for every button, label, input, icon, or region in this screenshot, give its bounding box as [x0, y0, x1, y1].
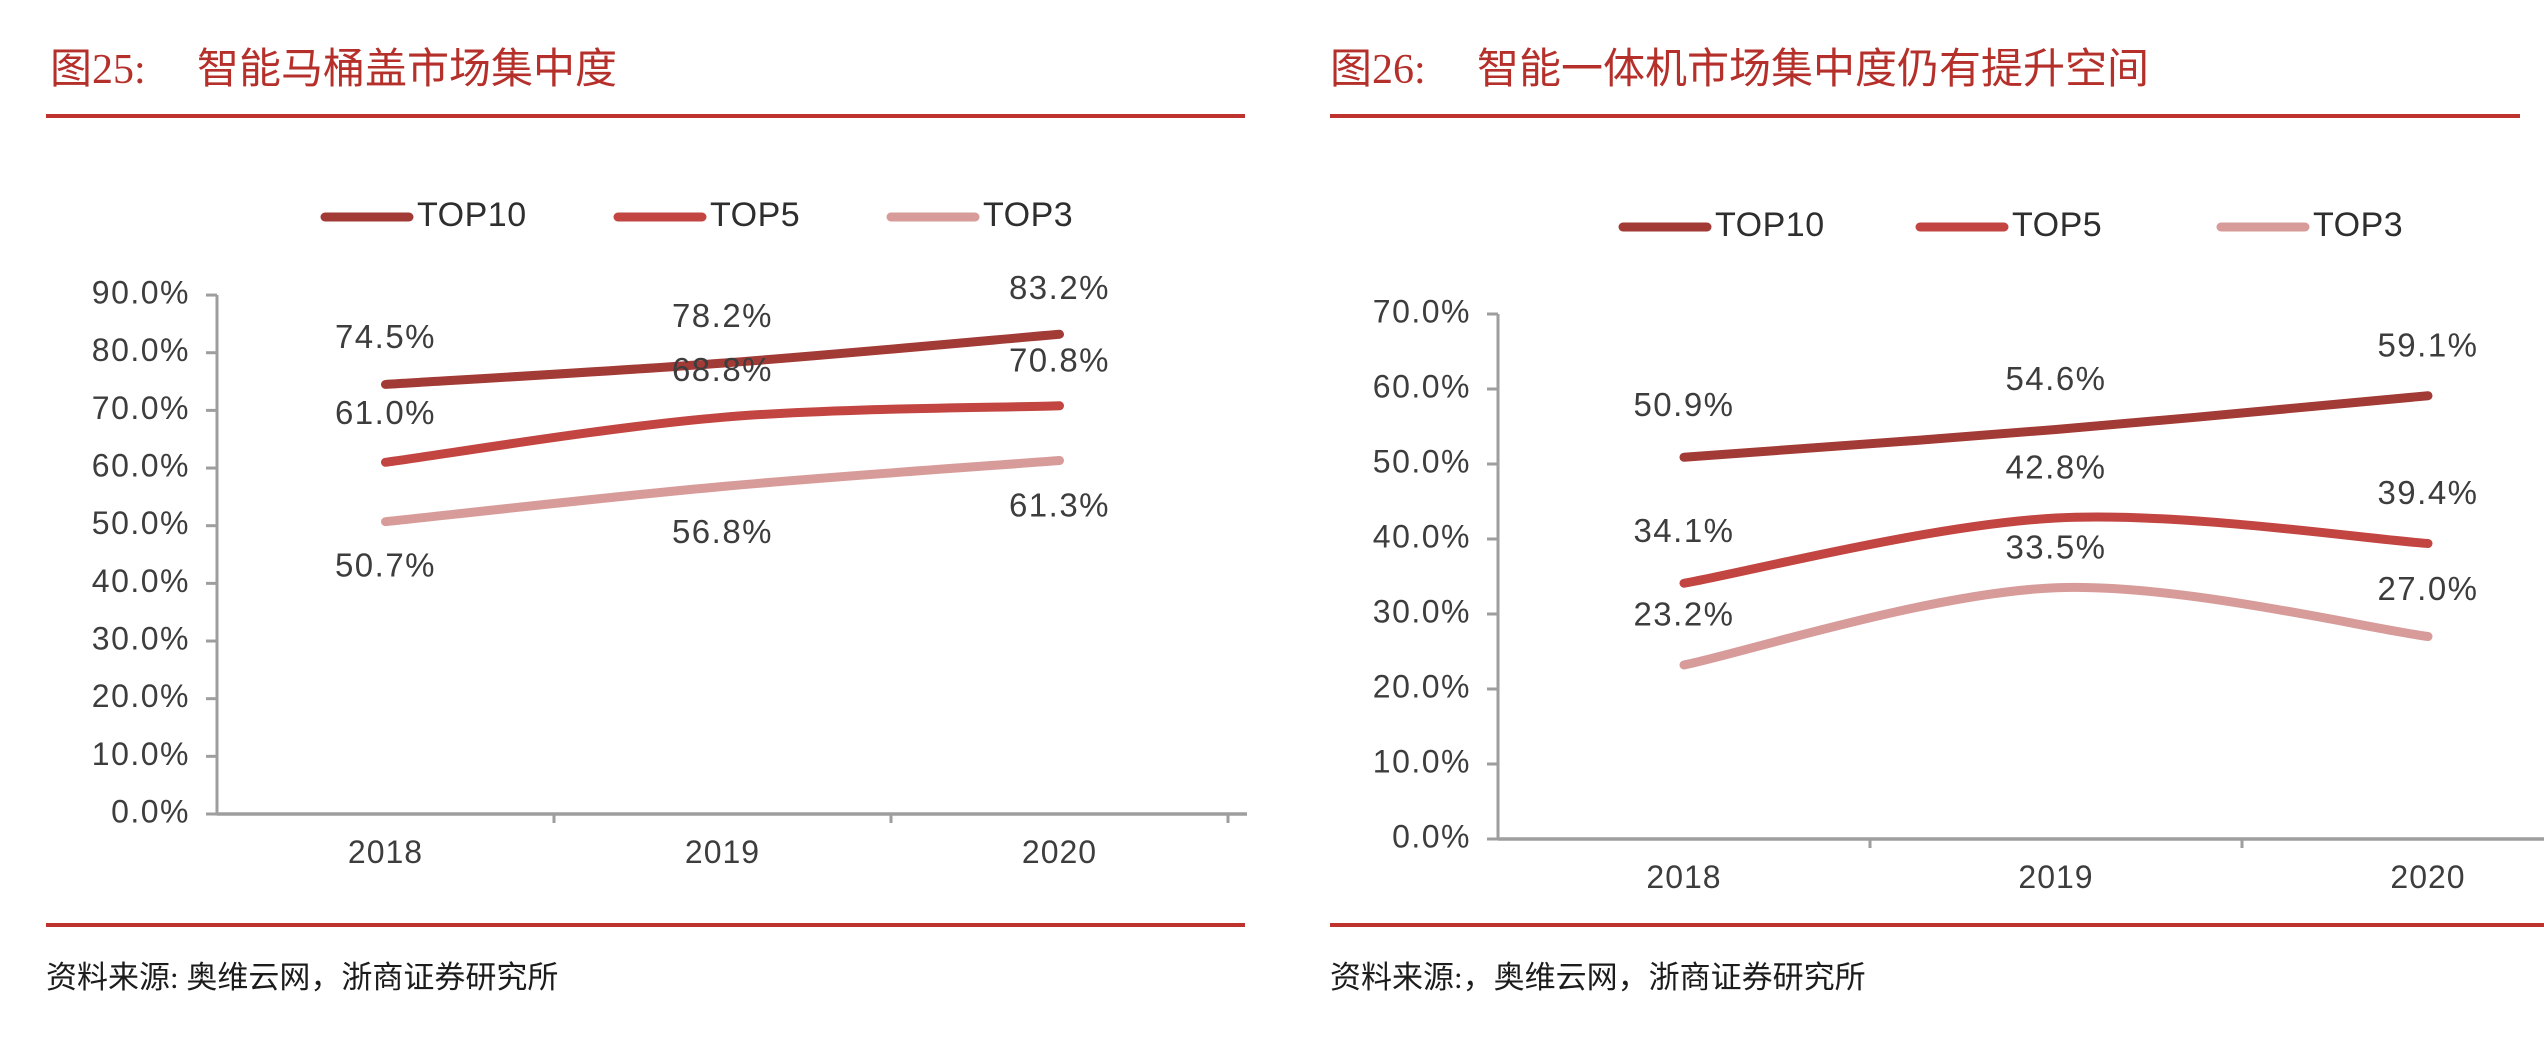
series-line-top3 — [1679, 582, 2433, 670]
figure-26-title-divider — [1330, 114, 2520, 118]
y-tick-label: 70.0% — [1373, 293, 1471, 329]
y-tick-label: 20.0% — [1373, 668, 1471, 704]
figure-26-source: 资料来源:，奥维云网，浙商证券研究所 — [1330, 960, 1866, 995]
data-label-top10-2018: 50.9% — [1633, 386, 1734, 423]
figure-25-title: 智能马桶盖市场集中度 — [197, 47, 618, 93]
data-label-top3-2019: 56.8% — [672, 513, 773, 550]
legend-label-top5: TOP5 — [2012, 206, 2102, 244]
y-tick-label: 40.0% — [92, 563, 190, 599]
x-axis-label: 2018 — [348, 834, 423, 870]
data-label-top5-2020: 39.4% — [2377, 474, 2478, 511]
data-label-top5-2020: 70.8% — [1009, 341, 1110, 378]
series-line-top5 — [1679, 512, 2433, 588]
x-axis-label: 2018 — [1646, 859, 1721, 895]
legend-label-top10: TOP10 — [417, 196, 527, 234]
x-axis-label: 2019 — [685, 834, 760, 870]
series-line-top5 — [381, 401, 1064, 467]
legend-label-top10: TOP10 — [1715, 206, 1825, 244]
x-axis-label: 2020 — [1022, 834, 1097, 870]
legend-label-top5: TOP5 — [710, 196, 800, 234]
y-tick-label: 10.0% — [92, 736, 190, 772]
x-axis-label: 2020 — [2390, 859, 2465, 895]
data-label-top10-2019: 78.2% — [672, 297, 773, 334]
data-label-top3-2018: 23.2% — [1633, 596, 1734, 633]
y-tick-label: 60.0% — [92, 447, 190, 483]
series-line-top3 — [381, 456, 1064, 527]
y-tick-label: 50.0% — [92, 505, 190, 541]
figure-25-bottom-divider — [46, 923, 1245, 927]
data-label-top5-2019: 42.8% — [2005, 449, 2106, 486]
y-tick-label: 60.0% — [1373, 368, 1471, 404]
y-tick-label: 90.0% — [92, 275, 190, 311]
legend-label-top3: TOP3 — [983, 196, 1073, 234]
y-tick-label: 30.0% — [1373, 593, 1471, 629]
data-label-top3-2020: 61.3% — [1009, 486, 1110, 523]
data-label-top3-2018: 50.7% — [335, 546, 436, 583]
data-label-top10-2019: 54.6% — [2005, 360, 2106, 397]
legend-label-top3: TOP3 — [2313, 206, 2403, 244]
y-tick-label: 70.0% — [92, 390, 190, 426]
y-tick-label: 0.0% — [1392, 818, 1471, 854]
y-tick-label: 80.0% — [92, 332, 190, 368]
data-label-top10-2018: 74.5% — [335, 318, 436, 355]
y-tick-label: 40.0% — [1373, 518, 1471, 554]
data-label-top10-2020: 83.2% — [1009, 269, 1110, 306]
figure-25-source: 资料来源: 奥维云网，浙商证券研究所 — [46, 960, 559, 995]
y-tick-label: 30.0% — [92, 620, 190, 656]
series-line-top10 — [381, 329, 1064, 389]
x-axis-label: 2019 — [2018, 859, 2093, 895]
figure-26-bottom-divider — [1330, 923, 2544, 927]
y-tick-label: 50.0% — [1373, 443, 1471, 479]
y-tick-label: 0.0% — [111, 793, 190, 829]
data-label-top5-2018: 34.1% — [1633, 512, 1734, 549]
series-line-top10 — [1679, 391, 2433, 462]
data-label-top3-2020: 27.0% — [2377, 570, 2478, 607]
y-tick-label: 20.0% — [92, 678, 190, 714]
data-label-top5-2018: 61.0% — [335, 394, 436, 431]
y-tick-label: 10.0% — [1373, 743, 1471, 779]
data-label-top10-2020: 59.1% — [2377, 326, 2478, 363]
figure-25-title-divider — [46, 114, 1245, 118]
figure-26-label: 图26: — [1330, 47, 1426, 93]
figure-26-title: 智能一体机市场集中度仍有提升空间 — [1477, 47, 2150, 93]
data-label-top3-2019: 33.5% — [2005, 528, 2106, 565]
data-label-top5-2019: 68.8% — [672, 351, 773, 388]
figure-25-label: 图25: — [50, 47, 146, 93]
